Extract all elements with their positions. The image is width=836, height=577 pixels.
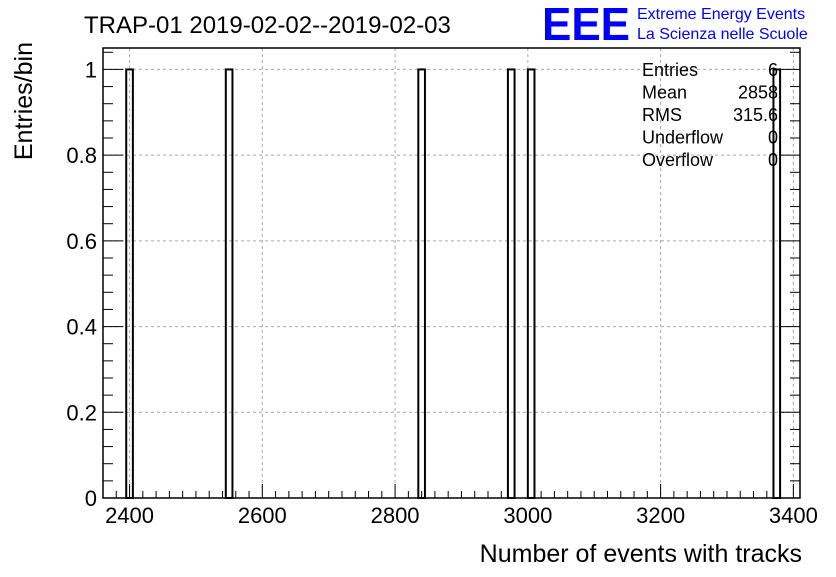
- x-axis-label: Number of events with tracks: [480, 540, 802, 568]
- x-tick-label: 2600: [238, 503, 287, 528]
- stats-label: RMS: [642, 105, 682, 125]
- y-tick-label: 0.2: [66, 400, 97, 425]
- y-tick-label: 0.4: [66, 315, 97, 340]
- stats-label: Entries: [642, 60, 698, 80]
- eee-logo-line1: Extreme Energy Events: [637, 6, 805, 23]
- y-tick-labels: 0 0.2 0.4 0.6 0.8 1: [66, 57, 97, 511]
- y-axis-label: Entries/bin: [10, 42, 38, 160]
- y-tick-label: 0.8: [66, 143, 97, 168]
- x-tick-label: 3000: [503, 503, 552, 528]
- stats-value: 6: [768, 60, 778, 80]
- stats-label: Mean: [642, 83, 687, 103]
- y-tick-label: 0: [85, 486, 97, 511]
- eee-logo-line2: La Scienza nelle Scuole: [637, 26, 808, 43]
- chart-title: TRAP-01 2019-02-02--2019-02-03: [84, 12, 451, 39]
- eee-logo-letters: EEE: [542, 0, 630, 50]
- histogram-bin: [526, 68, 536, 500]
- grid-lines: [103, 48, 800, 498]
- y-tick-label: 0.6: [66, 229, 97, 254]
- stats-value: 315.6: [733, 105, 778, 125]
- x-tick-label: 3200: [636, 503, 685, 528]
- plot-frame: [102, 47, 801, 499]
- x-tick-label: 2800: [371, 503, 420, 528]
- x-tick-label: 2400: [105, 503, 154, 528]
- y-tick-label: 1: [85, 57, 97, 82]
- histogram-bin: [224, 68, 234, 500]
- stats-box: Entries 6 Mean 2858 RMS 315.6 Underflow 0 Overfl…: [642, 60, 778, 170]
- stats-value: 0: [768, 128, 778, 148]
- eee-logo: EEE Extreme Energy Events La Scienza nel…: [542, 0, 808, 50]
- x-tick-labels: 2400 2600 2800 3000 3200 3400: [105, 503, 818, 528]
- histogram-bin: [417, 68, 426, 500]
- stats-label: Overflow: [642, 150, 714, 170]
- x-tick-label: 3400: [769, 503, 818, 528]
- stats-label: Underflow: [642, 128, 724, 148]
- axis-ticks: [102, 51, 800, 499]
- histogram-bin: [506, 68, 516, 500]
- stats-value: 0: [768, 150, 778, 170]
- stats-value: 2858: [738, 83, 778, 103]
